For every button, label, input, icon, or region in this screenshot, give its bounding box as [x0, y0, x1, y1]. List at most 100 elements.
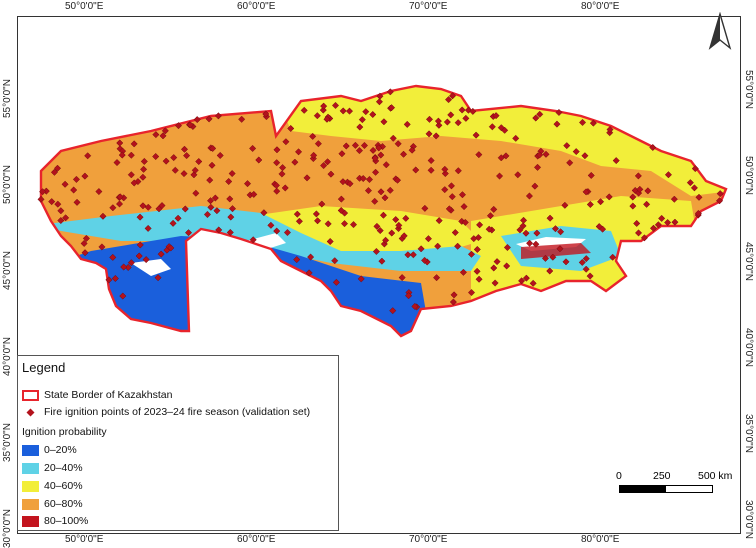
fire-point [526, 239, 534, 247]
fire-point [130, 179, 138, 187]
lat-label-right-55: 55°0'0"N [743, 70, 754, 109]
fire-point [332, 278, 340, 286]
legend-class-3: 60–80% [22, 498, 83, 510]
fire-point [39, 188, 47, 196]
fire-point [445, 205, 453, 213]
fire-point [472, 131, 480, 139]
fire-point [255, 156, 263, 164]
fire-point [512, 134, 520, 142]
fire-point [338, 150, 346, 158]
fire-point [447, 182, 456, 190]
fire-point [503, 243, 511, 252]
fire-point [158, 201, 166, 210]
fire-point [417, 245, 425, 253]
fire-point [358, 116, 366, 124]
fire-point [546, 214, 554, 222]
fire-point [473, 245, 481, 253]
lat-label-left-55: 55°0'0"N [2, 79, 13, 118]
fire-point [491, 279, 499, 287]
fire-point [273, 159, 281, 167]
fire-point [516, 226, 524, 234]
fire-point [136, 213, 144, 221]
fire-point [658, 214, 666, 222]
lon-label-bottom-50: 50°0'0"E [65, 534, 104, 545]
fire-point [249, 236, 257, 244]
scale-bar-white-segment [665, 485, 713, 493]
fire-point [180, 145, 189, 153]
legend-probability-title: Ignition probability [22, 426, 107, 438]
fire-point [260, 209, 268, 217]
fire-point [586, 272, 594, 280]
fire-point [562, 258, 570, 266]
fire-point [378, 257, 386, 265]
legend-border-item: State Border of Kazakhstan [22, 389, 172, 401]
border-swatch [22, 389, 39, 401]
map-legend: Legend State Border of Kazakhstan Fire i… [17, 355, 339, 531]
fire-point [174, 214, 182, 222]
fire-point [400, 232, 408, 240]
fire-point [116, 139, 124, 147]
fire-point [654, 221, 662, 229]
fire-point [119, 292, 127, 300]
fire-point [649, 143, 657, 152]
fire-point [694, 209, 702, 218]
fire-point [369, 146, 377, 154]
fire-point [531, 182, 539, 190]
fire-point [490, 205, 498, 213]
fire-point [72, 175, 80, 183]
fire-point [386, 186, 394, 194]
fire-point [373, 222, 381, 230]
lat-label-left-40: 40°0'0"N [2, 337, 13, 376]
fire-point [278, 170, 286, 178]
fire-point [130, 140, 138, 148]
fire-point [127, 171, 135, 179]
fire-point [522, 274, 530, 282]
lat-label-right-45: 45°0'0"N [743, 242, 754, 281]
fire-point [664, 171, 672, 179]
fire-point [402, 214, 410, 222]
fire-point [492, 112, 500, 120]
fire-point [215, 226, 223, 234]
fire-point [427, 156, 435, 165]
fire-point [582, 265, 590, 273]
fire-point [546, 267, 554, 275]
fire-point [476, 221, 484, 229]
lon-label-bottom-60: 60°0'0"E [237, 534, 276, 545]
fire-point [324, 158, 332, 166]
fire-point [216, 151, 224, 160]
fire-point [405, 292, 413, 300]
fire-point [118, 151, 126, 159]
fire-point [458, 191, 466, 199]
fire-point [62, 214, 70, 222]
fire-point [490, 264, 498, 272]
fire-point [388, 104, 396, 112]
fire-point [376, 227, 384, 235]
fire-point [634, 172, 642, 180]
class-swatch [22, 444, 39, 456]
fire-point [228, 169, 236, 178]
fire-point [542, 150, 550, 158]
class-label: 60–80% [44, 498, 83, 510]
fire-point [159, 132, 167, 140]
fire-point [501, 126, 509, 134]
fire-point [174, 122, 183, 130]
fire-point [180, 170, 188, 178]
fire-point [209, 144, 217, 152]
legend-class-4: 80–100% [22, 515, 88, 527]
fire-point [351, 141, 359, 149]
fire-point [448, 92, 457, 100]
fire-point [572, 148, 580, 156]
fire-point [473, 267, 481, 275]
fire-point [425, 115, 434, 123]
fire-point [435, 121, 443, 129]
legend-class-1: 20–40% [22, 462, 83, 474]
fire-point [193, 116, 201, 124]
lon-label-bottom-70: 70°0'0"E [409, 534, 448, 545]
fire-point [485, 225, 493, 233]
fire-point [167, 244, 175, 252]
fire-point [195, 157, 203, 166]
fire-point [443, 118, 451, 126]
fire-point [582, 255, 590, 263]
fire-point [190, 171, 198, 179]
fire-point [205, 115, 213, 123]
